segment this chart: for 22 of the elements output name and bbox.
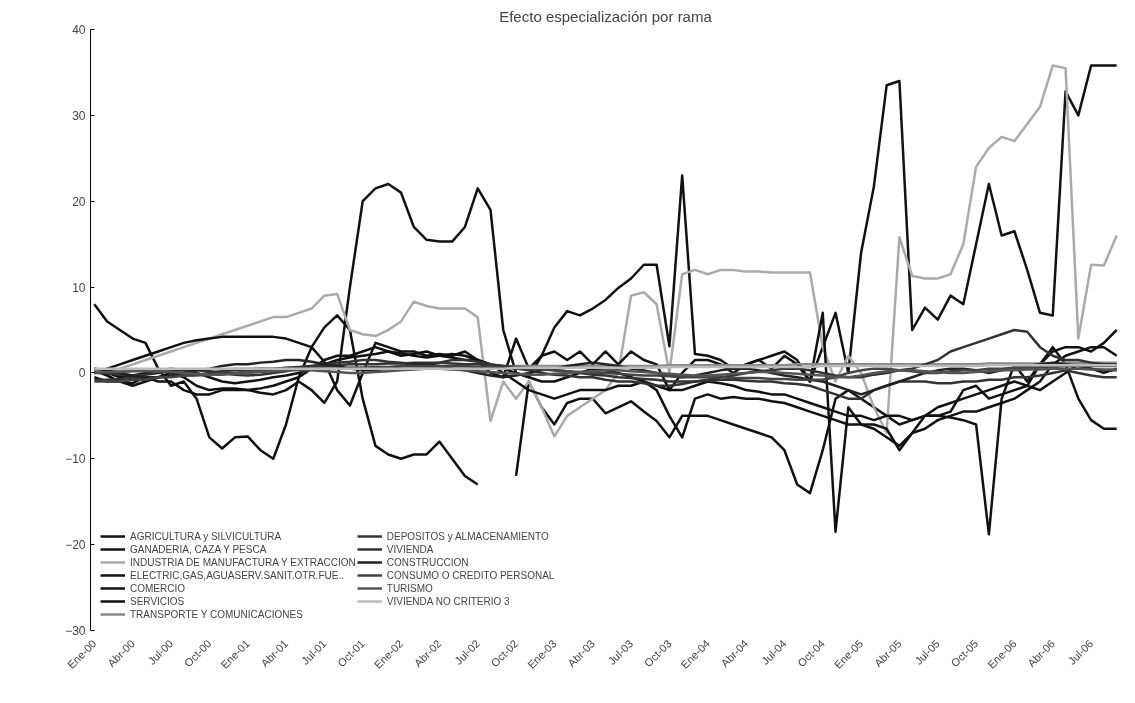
legend-label: CONSUMO O CREDITO PERSONAL bbox=[386, 569, 555, 581]
y-tick-label: −30 bbox=[65, 624, 86, 638]
chart-title: Efecto especialización por rama bbox=[499, 7, 713, 25]
legend-label: AGRICULTURA y SILVICULTURA bbox=[130, 530, 282, 542]
y-tick-label: 40 bbox=[72, 23, 86, 37]
legend-label: VIVIENDA NO CRITERIO 3 bbox=[386, 595, 510, 607]
legend-label: GANADERIA, CAZA Y PESCA bbox=[130, 543, 267, 555]
y-tick-label: 30 bbox=[72, 108, 86, 123]
legend-label: TRANSPORTE Y COMUNICACIONES bbox=[130, 608, 303, 620]
legend-label: ELECTRIC,GAS,AGUASERV.SANIT.OTR.FUE.. bbox=[130, 569, 344, 581]
legend-label: CONSTRUCCION bbox=[386, 556, 469, 568]
legend-label: DEPOSITOS y ALMACENAMIENTO bbox=[386, 530, 549, 542]
y-tick-label: −10 bbox=[65, 452, 86, 467]
legend-label: TURISMO bbox=[386, 582, 433, 594]
y-tick-label: 20 bbox=[72, 194, 86, 209]
legend-label: VIVIENDA bbox=[386, 543, 434, 555]
legend-label: SERVICIOS bbox=[130, 595, 185, 607]
legend-label: COMERCIO bbox=[130, 582, 185, 594]
y-tick-label: 10 bbox=[72, 280, 86, 295]
y-tick-label: 0 bbox=[78, 366, 86, 381]
legend-label: INDUSTRIA DE MANUFACTURA Y EXTRACCION bbox=[130, 556, 356, 568]
y-tick-label: −20 bbox=[65, 538, 86, 553]
